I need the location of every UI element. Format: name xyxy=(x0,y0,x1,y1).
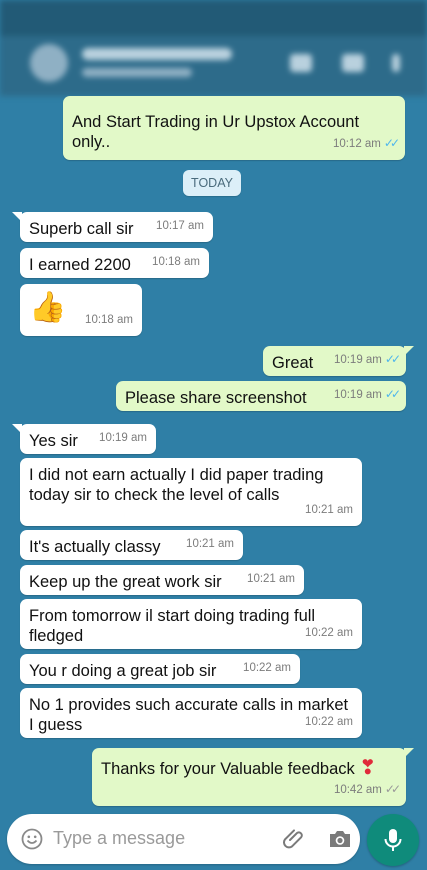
message-text: No 1 provides such accurate calls in mar… xyxy=(29,696,349,734)
delivered-ticks-icon: ✓✓ xyxy=(384,782,401,796)
read-ticks-icon: ✓✓ xyxy=(384,387,401,401)
status-bar xyxy=(0,0,427,36)
avatar[interactable] xyxy=(30,44,68,82)
menu-icon[interactable] xyxy=(392,54,400,72)
message-text: It's actually classy xyxy=(29,538,161,556)
thumbs-up-icon: 👍 xyxy=(29,291,67,324)
message-text: You r doing a great job sir xyxy=(29,662,217,680)
message-text: Great xyxy=(272,354,314,372)
message-incoming[interactable]: Yes sir 10:19 am xyxy=(12,424,156,454)
message-incoming[interactable]: Superb call sir 10:17 am xyxy=(12,212,213,242)
message-time: 10:19 am xyxy=(99,432,147,444)
video-call-icon[interactable] xyxy=(290,54,312,72)
message-time: 10:18 am xyxy=(85,314,133,326)
message-time: 10:22 am xyxy=(243,662,291,674)
day-separator: TODAY xyxy=(183,170,241,196)
message-incoming[interactable]: From tomorrow il start doing trading ful… xyxy=(20,599,362,649)
read-ticks-icon: ✓✓ xyxy=(384,352,401,366)
message-time: 10:21 am xyxy=(305,504,353,516)
message-incoming[interactable]: No 1 provides such accurate calls in mar… xyxy=(20,688,362,738)
attach-icon[interactable] xyxy=(283,827,307,851)
chat-header xyxy=(0,0,427,96)
message-outgoing[interactable]: Great 10:19 am ✓✓ xyxy=(263,346,414,376)
message-text: Thanks for your Valuable feedback xyxy=(101,760,355,778)
message-time: 10:21 am xyxy=(247,573,295,585)
message-text: Superb call sir xyxy=(29,220,134,238)
message-outgoing[interactable]: Thanks for your Valuable feedback ❣ 10:4… xyxy=(92,748,414,806)
chat-area[interactable]: And Start Trading in Ur Upstox Account o… xyxy=(0,96,427,808)
message-text: Keep up the great work sir xyxy=(29,573,222,591)
message-time: 10:22 am xyxy=(305,716,353,728)
message-time: 10:17 am xyxy=(156,220,204,232)
message-text: And Start Trading in Ur Upstox Account o… xyxy=(72,113,360,151)
message-incoming[interactable]: I earned 2200 10:18 am xyxy=(20,248,209,278)
read-ticks-icon: ✓✓ xyxy=(383,136,400,150)
heart-icon: ❣ xyxy=(359,757,377,779)
emoji-icon[interactable] xyxy=(21,828,43,850)
message-input[interactable]: Type a message xyxy=(53,828,186,848)
message-time: 10:19 am xyxy=(333,354,382,366)
camera-icon[interactable] xyxy=(327,827,353,851)
contact-status xyxy=(82,68,192,77)
message-time: 10:18 am xyxy=(152,256,200,268)
message-text: Yes sir xyxy=(29,432,78,450)
message-incoming[interactable]: 👍 10:18 am xyxy=(20,284,142,336)
message-text: I did not earn actually I did paper trad… xyxy=(29,466,324,504)
message-time: 10:12 am xyxy=(332,138,381,150)
message-composer[interactable]: Type a message xyxy=(7,814,360,864)
message-text: From tomorrow il start doing trading ful… xyxy=(29,607,316,645)
message-outgoing[interactable]: Please share screenshot 10:19 am ✓✓ xyxy=(116,381,406,411)
message-incoming[interactable]: It's actually classy 10:21 am xyxy=(20,530,243,560)
message-text: Please share screenshot xyxy=(125,389,307,407)
message-text: I earned 2200 xyxy=(29,256,131,274)
message-time: 10:19 am xyxy=(333,389,382,401)
voice-call-icon[interactable] xyxy=(342,54,364,72)
mic-icon xyxy=(384,829,402,851)
message-time: 10:42 am xyxy=(333,784,382,796)
message-incoming[interactable]: I did not earn actually I did paper trad… xyxy=(20,458,362,526)
voice-record-button[interactable] xyxy=(367,814,419,866)
message-outgoing[interactable]: And Start Trading in Ur Upstox Account o… xyxy=(63,96,405,160)
contact-name[interactable] xyxy=(82,48,232,60)
message-time: 10:21 am xyxy=(186,538,234,550)
message-incoming[interactable]: Keep up the great work sir 10:21 am xyxy=(20,565,304,595)
message-incoming[interactable]: You r doing a great job sir 10:22 am xyxy=(20,654,300,684)
message-time: 10:22 am xyxy=(305,627,353,639)
